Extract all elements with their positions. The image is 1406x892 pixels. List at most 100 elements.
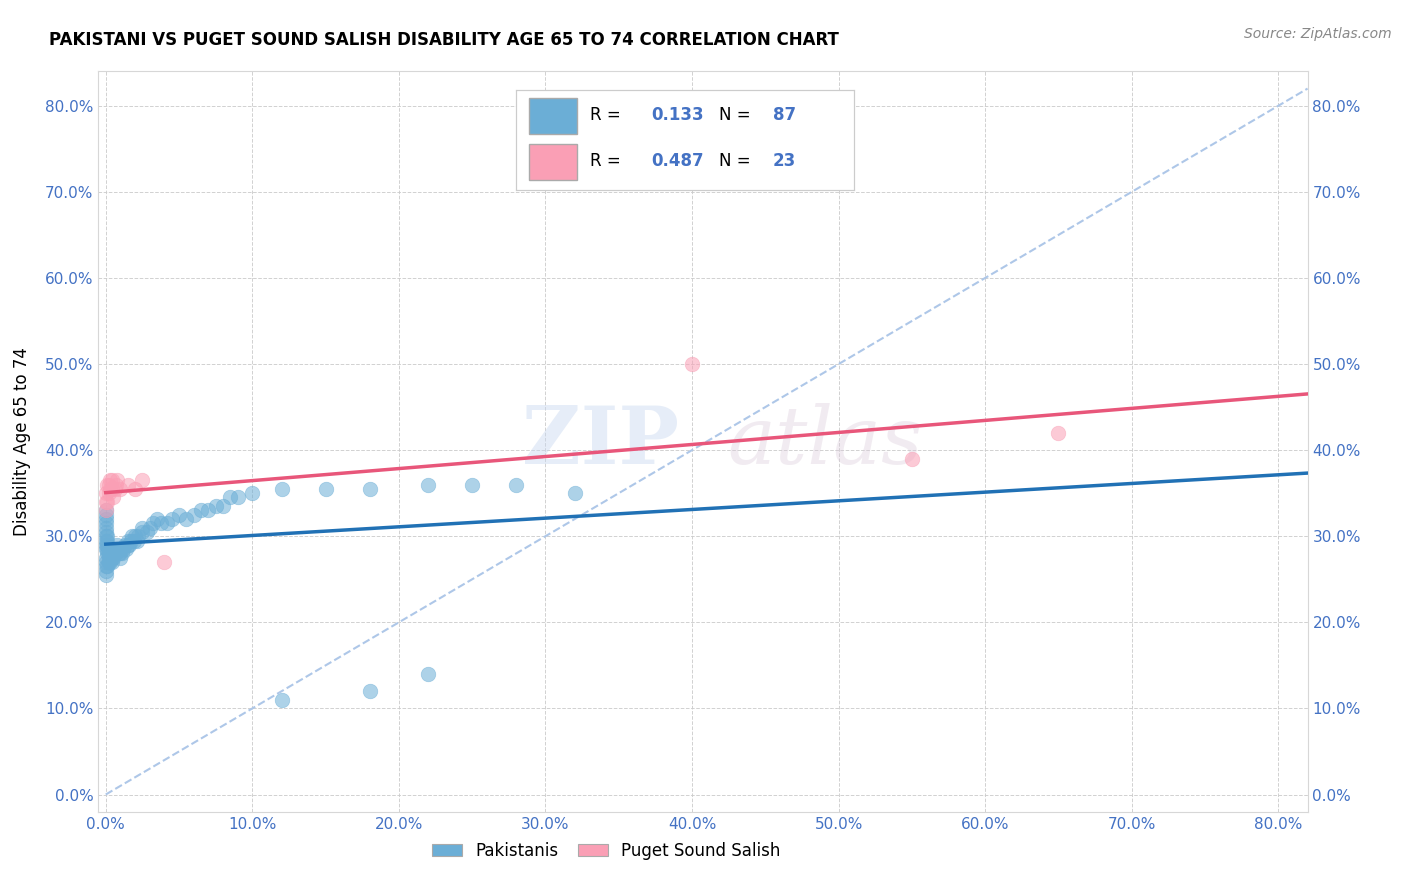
Point [108,546,131,560]
Point [270,693,292,707]
Point [131,521,153,535]
Point [96,495,118,509]
Point [114,538,136,552]
Point [94,533,117,548]
Point [94,564,117,578]
Point [315,482,337,496]
Legend: Pakistanis, Puget Sound Salish: Pakistanis, Puget Sound Salish [425,835,787,866]
Point [96,538,118,552]
Text: ZIP: ZIP [522,402,679,481]
Point [156,516,179,531]
Point [167,508,190,522]
Point [94,542,117,557]
Point [190,503,212,517]
Point [100,473,122,487]
Point [1047,425,1070,440]
Point [219,491,242,505]
Point [94,529,117,543]
Point [124,482,146,496]
Point [97,555,120,569]
Text: PAKISTANI VS PUGET SOUND SALISH DISABILITY AGE 65 TO 74 CORRELATION CHART: PAKISTANI VS PUGET SOUND SALISH DISABILI… [49,31,839,49]
Point [97,542,120,557]
Point [94,524,117,539]
Point [160,512,183,526]
Point [98,555,121,569]
Point [110,542,132,557]
Point [94,503,117,517]
Point [901,451,924,466]
Point [100,550,122,565]
Point [110,482,132,496]
Point [359,684,381,698]
Point [103,542,125,557]
Point [270,482,292,496]
Point [111,546,134,560]
Point [505,477,527,491]
Point [94,508,117,522]
Point [96,546,118,560]
Point [96,529,118,543]
Point [94,555,117,569]
Point [100,555,122,569]
Point [101,491,124,505]
Point [461,477,484,491]
Point [94,559,117,574]
Point [97,550,120,565]
Point [94,486,117,500]
Point [150,516,173,531]
Point [94,516,117,531]
Point [183,508,205,522]
Point [98,546,121,560]
Point [124,529,146,543]
Point [100,546,122,560]
Point [98,482,121,496]
Point [681,357,703,371]
Point [204,499,226,513]
Point [96,559,118,574]
Point [226,491,249,505]
Point [153,555,176,569]
Point [97,477,120,491]
Point [117,477,139,491]
Point [103,482,125,496]
Point [118,538,141,552]
Point [146,512,169,526]
Point [117,533,139,548]
Point [127,529,149,543]
Point [240,486,263,500]
Point [418,667,440,681]
Point [122,533,145,548]
Y-axis label: Disability Age 65 to 74: Disability Age 65 to 74 [13,347,31,536]
Point [107,538,129,552]
Point [115,542,138,557]
Point [142,516,165,531]
Point [96,533,118,548]
Point [94,512,117,526]
Point [176,512,198,526]
Point [98,473,121,487]
Point [131,473,153,487]
Point [97,486,120,500]
Point [107,542,129,557]
Point [212,499,235,513]
Point [101,550,124,565]
Point [98,550,121,565]
Point [110,546,132,560]
Point [110,550,132,565]
Point [125,533,148,548]
Point [105,542,128,557]
Point [359,482,381,496]
Point [120,533,142,548]
Point [112,542,135,557]
Point [121,529,143,543]
Point [101,542,124,557]
Point [97,546,120,560]
Point [117,538,139,552]
Point [107,473,129,487]
Point [105,477,128,491]
Point [135,524,157,539]
Point [94,495,117,509]
Point [138,521,160,535]
Point [101,546,124,560]
Point [103,546,125,560]
